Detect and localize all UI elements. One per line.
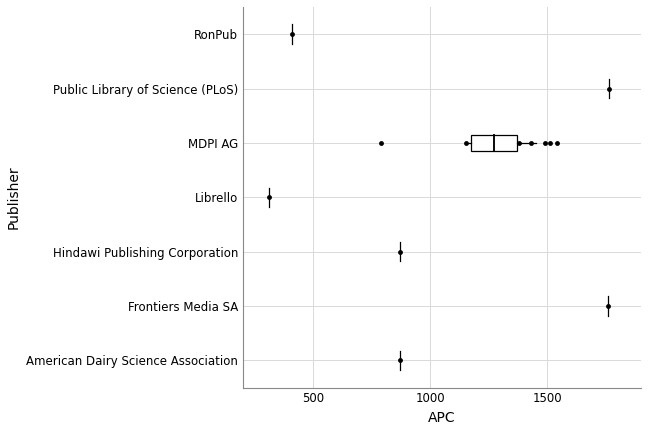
Bar	[471, 135, 517, 150]
Y-axis label: Publisher: Publisher	[7, 165, 21, 229]
X-axis label: APC: APC	[428, 411, 456, 425]
